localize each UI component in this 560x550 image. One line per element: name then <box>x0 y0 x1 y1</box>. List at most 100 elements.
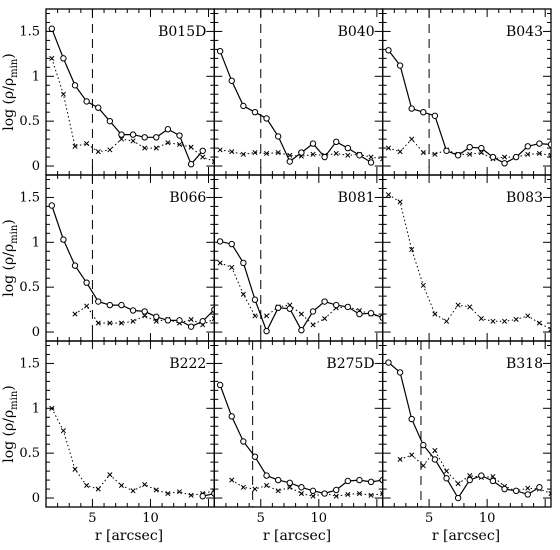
series-dotted-point <box>536 150 542 157</box>
point-stroke <box>95 486 101 492</box>
point-stroke <box>95 320 101 326</box>
point-stroke <box>525 313 531 319</box>
series-dotted-point <box>188 144 194 150</box>
x-tick-label: 5 <box>257 511 265 526</box>
y-tick-label: 0.5 <box>19 446 40 461</box>
point-stroke <box>502 318 508 324</box>
series-solid-point <box>298 484 305 491</box>
panel-plot-area <box>385 9 551 175</box>
point-stroke <box>333 150 339 157</box>
point-stroke <box>118 136 125 142</box>
series-dotted-point <box>84 141 90 147</box>
series-solid-line <box>388 362 540 500</box>
series-dotted-point <box>211 158 215 165</box>
series-solid-point <box>106 117 114 125</box>
series-dotted-point <box>432 151 438 157</box>
point-stroke <box>548 154 551 158</box>
point-stroke <box>252 486 258 492</box>
series-solid-line <box>219 240 383 333</box>
series-solid-point <box>408 415 415 423</box>
series-dotted-line <box>388 194 551 330</box>
series-solid-point <box>60 236 67 243</box>
point-stroke <box>525 151 531 157</box>
point-stroke <box>322 316 328 322</box>
panel-label: B043 <box>506 24 543 40</box>
point-stroke <box>211 488 215 492</box>
panel-b083: B083 <box>382 174 552 342</box>
panel-plot-area <box>48 175 215 341</box>
series-dotted-point <box>333 493 339 499</box>
series-solid-point <box>274 304 282 311</box>
series-solid-point <box>263 327 270 335</box>
point-stroke <box>287 484 293 490</box>
series-solid-point <box>286 305 293 312</box>
series-solid-point <box>153 134 160 141</box>
series-dotted-point <box>153 145 159 151</box>
point-stroke <box>536 150 542 157</box>
series-solid-point <box>385 47 392 54</box>
series-solid-point <box>466 476 473 484</box>
panel-frame <box>382 340 552 508</box>
series-solid-point <box>164 317 172 324</box>
point-stroke <box>420 282 426 288</box>
series-solid-point <box>228 413 235 420</box>
series-solid-point <box>106 301 114 309</box>
series-solid-point <box>443 147 450 154</box>
point-stroke <box>188 316 194 323</box>
point-stroke <box>478 316 484 322</box>
point-stroke <box>130 488 136 494</box>
point-stroke <box>432 151 438 157</box>
point-stroke <box>153 318 159 324</box>
series-solid-point <box>536 140 543 147</box>
series-solid-point <box>478 472 485 479</box>
series-solid-point <box>431 112 439 119</box>
point-stroke <box>264 482 270 489</box>
point-stroke <box>275 150 281 156</box>
series-dotted-point <box>217 147 223 153</box>
point-stroke <box>130 318 136 324</box>
point-stroke <box>310 493 316 499</box>
panel-plot-area <box>216 9 383 175</box>
y-tick-label: 1 <box>32 69 40 84</box>
point-stroke <box>240 484 246 490</box>
point-stroke <box>443 318 450 324</box>
point-stroke <box>176 489 183 495</box>
panel-b081: B081 <box>213 174 384 342</box>
series-solid-point <box>420 108 427 116</box>
series-dotted-point <box>409 452 415 458</box>
x-tick-label: 10 <box>479 511 496 526</box>
series-dotted-point <box>287 484 293 490</box>
point-stroke <box>467 151 473 157</box>
series-dotted-point <box>455 302 461 308</box>
series-dotted-point <box>432 311 438 317</box>
series-solid-point <box>95 298 102 305</box>
series-dotted-point <box>240 484 246 490</box>
point-stroke <box>217 260 223 266</box>
series-solid-point <box>454 494 462 502</box>
series-solid-point <box>274 476 282 484</box>
series-solid-point <box>420 441 427 449</box>
series-solid-point <box>333 301 340 309</box>
series-dotted-point <box>165 140 171 146</box>
series-dotted-point <box>368 492 374 498</box>
series-dotted-point <box>107 472 113 478</box>
series-solid-point <box>489 153 497 161</box>
series-dotted-point <box>298 311 304 317</box>
x-tick-label: 10 <box>142 511 159 526</box>
point-stroke <box>153 487 159 493</box>
series-solid-point <box>309 140 317 147</box>
series-solid-point <box>512 487 520 495</box>
series-dotted-point <box>275 150 281 156</box>
series-solid-point <box>501 160 508 167</box>
point-stroke <box>229 477 235 483</box>
point-stroke <box>84 303 90 309</box>
series-solid-point <box>333 486 340 494</box>
series-solid-point <box>396 62 404 69</box>
series-dotted-point <box>536 320 542 326</box>
x-tick-label: 10 <box>311 511 328 526</box>
point-stroke <box>118 320 125 326</box>
series-dotted-point <box>240 291 246 297</box>
point-stroke <box>385 192 392 198</box>
series-solid-point <box>478 144 485 152</box>
series-solid-point <box>367 309 375 317</box>
